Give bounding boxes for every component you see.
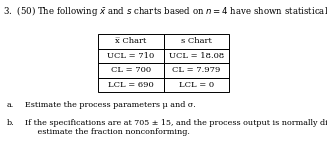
Text: CL = 700: CL = 700 [111,67,151,74]
Text: LCL = 690: LCL = 690 [108,81,154,89]
Text: a.: a. [7,101,14,109]
Text: UCL = 18.08: UCL = 18.08 [169,52,224,60]
Text: x̅ Chart: x̅ Chart [115,37,146,45]
Text: If the specifications are at 705 ± 15, and the process output is normally distri: If the specifications are at 705 ± 15, a… [25,119,327,136]
Text: LCL = 0: LCL = 0 [179,81,214,89]
Text: b.: b. [7,119,14,127]
Text: s Chart: s Chart [181,37,212,45]
Text: CL = 7.979: CL = 7.979 [172,67,220,74]
Text: 3.  (50) The following $\bar{x}$ and $s$ charts based on $n = 4$ have shown stat: 3. (50) The following $\bar{x}$ and $s$ … [3,4,327,18]
Text: UCL = 710: UCL = 710 [107,52,154,60]
Text: Estimate the process parameters μ and σ.: Estimate the process parameters μ and σ. [25,101,195,109]
